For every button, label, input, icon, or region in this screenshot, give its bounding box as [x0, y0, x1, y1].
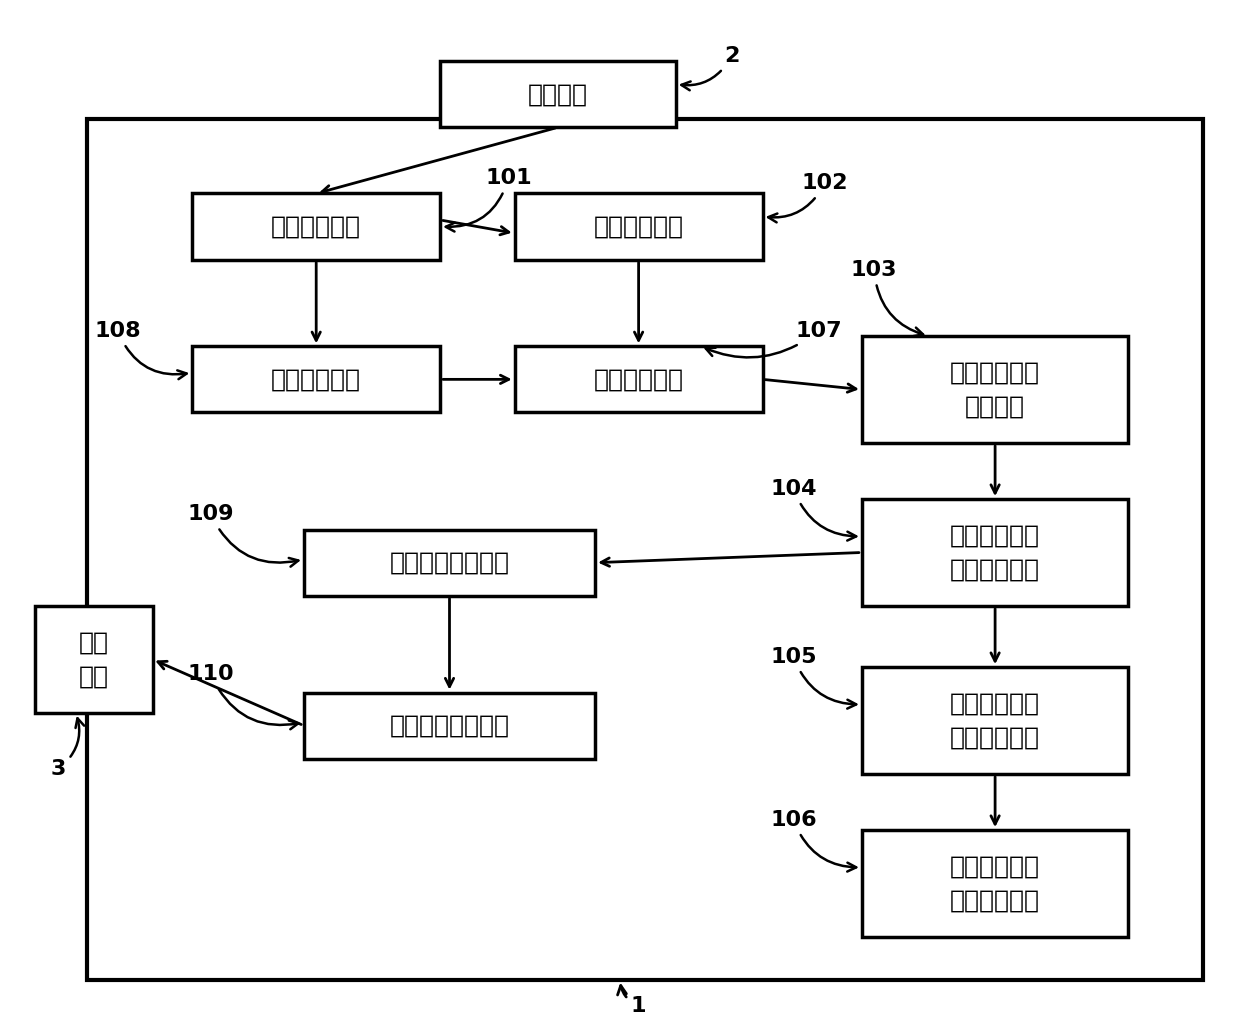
Text: 待检区域筛选单元: 待检区域筛选单元 — [389, 550, 510, 575]
Text: 110: 110 — [187, 664, 299, 730]
Text: 卷积神经网络
模型训练单元: 卷积神经网络 模型训练单元 — [950, 524, 1040, 581]
Text: 患者筛选单元: 患者筛选单元 — [272, 215, 361, 238]
Text: 2: 2 — [681, 46, 739, 91]
Text: 图像优化单元: 图像优化单元 — [594, 215, 683, 238]
Text: 卷积神经网络
构造单元: 卷积神经网络 构造单元 — [950, 361, 1040, 418]
Text: 104: 104 — [770, 479, 857, 540]
Text: 108: 108 — [94, 321, 187, 379]
Text: 105: 105 — [770, 647, 857, 708]
Bar — [440, 61, 676, 127]
Bar — [862, 830, 1128, 936]
Text: 106: 106 — [770, 810, 857, 871]
Text: 102: 102 — [768, 173, 848, 222]
Bar — [304, 530, 595, 596]
Bar — [304, 693, 595, 759]
Text: 101: 101 — [445, 168, 532, 231]
Text: 图像标注单元: 图像标注单元 — [594, 368, 683, 391]
Text: 103: 103 — [851, 260, 923, 336]
Text: 107: 107 — [706, 321, 842, 358]
Bar — [862, 336, 1128, 443]
Text: 109: 109 — [187, 504, 299, 567]
Bar — [35, 606, 153, 713]
Bar — [862, 667, 1128, 774]
Text: 卷积神经网络
模型评价单元: 卷积神经网络 模型评价单元 — [950, 855, 1040, 912]
Text: 卷积神经网络
模型测试单元: 卷积神经网络 模型测试单元 — [950, 692, 1040, 749]
Text: 输出
终端: 输出 终端 — [78, 631, 109, 688]
Bar — [192, 194, 440, 260]
Text: 1: 1 — [618, 985, 646, 1016]
Bar — [192, 346, 440, 413]
Bar — [862, 499, 1128, 606]
Bar — [515, 194, 763, 260]
Bar — [515, 346, 763, 413]
Text: 待检区域检测单元: 待检区域检测单元 — [389, 713, 510, 738]
Text: 图像获取单元: 图像获取单元 — [272, 368, 361, 391]
Text: 3: 3 — [51, 718, 84, 779]
Text: 输入终端: 输入终端 — [528, 83, 588, 106]
Bar — [87, 119, 1203, 979]
